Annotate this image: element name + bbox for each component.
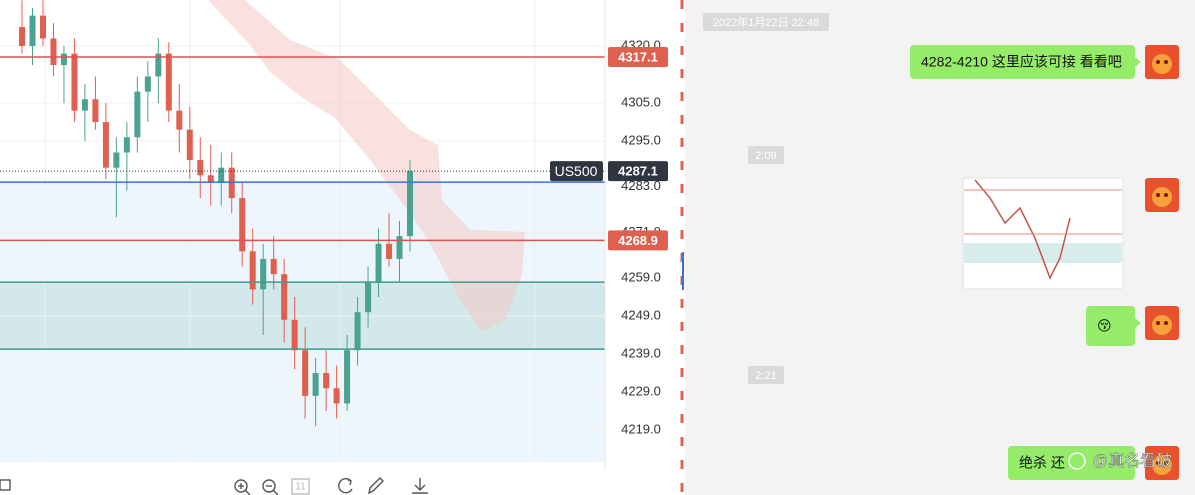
candle-body bbox=[165, 53, 172, 111]
price-label-box bbox=[608, 161, 668, 182]
refresh[interactable] bbox=[338, 478, 353, 494]
watermark-logo bbox=[1068, 452, 1086, 470]
zoom-level: 11 bbox=[295, 482, 306, 493]
candle-body bbox=[155, 53, 162, 77]
y-tick-label: 4259.0 bbox=[621, 269, 661, 284]
timestamp: 2:21 bbox=[755, 370, 776, 382]
candle-body bbox=[333, 388, 340, 404]
candle-body bbox=[270, 258, 277, 275]
chat: 2022年1月22日 22:48 4282-4210 这里应该可接 看看吧 2:09… bbox=[703, 13, 1179, 480]
message-bubble[interactable] bbox=[1086, 306, 1135, 346]
candle-body bbox=[344, 350, 351, 404]
y-tick-label: 4219.0 bbox=[621, 421, 661, 436]
message-text: 绝杀 还 bbox=[1019, 455, 1065, 471]
avatar-face bbox=[1152, 187, 1172, 207]
download[interactable] bbox=[412, 478, 428, 494]
avatar-eye bbox=[1156, 60, 1160, 64]
candle-body bbox=[302, 350, 309, 396]
candle-body bbox=[92, 99, 99, 123]
candle-body bbox=[81, 99, 88, 111]
candle-body bbox=[144, 76, 151, 92]
candle-body bbox=[312, 373, 319, 396]
bubble-tail bbox=[1135, 57, 1141, 67]
price-label: 4287.1 bbox=[618, 164, 658, 179]
candle-body bbox=[354, 312, 361, 351]
timestamp: 2:09 bbox=[755, 150, 776, 162]
candle-body bbox=[39, 15, 46, 39]
message-text: 😚 bbox=[1097, 318, 1112, 334]
symbol-label: US500 bbox=[555, 163, 598, 179]
candle-body bbox=[50, 38, 57, 66]
timestamp-pill bbox=[748, 146, 784, 164]
candle-body bbox=[365, 281, 372, 313]
bubble-tail bbox=[1135, 318, 1141, 328]
image-chart bbox=[974, 179, 1071, 280]
price-label: 4317.1 bbox=[618, 49, 658, 64]
candle-body bbox=[375, 243, 382, 282]
zoom-reset[interactable] bbox=[291, 478, 310, 495]
candle-body bbox=[176, 110, 183, 130]
candle-body bbox=[207, 175, 214, 183]
price-label-box bbox=[608, 47, 668, 68]
toolbar bbox=[0, 477, 428, 495]
timestamp-pill bbox=[748, 366, 784, 384]
zoom-in[interactable] bbox=[234, 479, 248, 493]
zoom-out[interactable] bbox=[262, 479, 276, 493]
avatar-face bbox=[1152, 315, 1172, 335]
bubble-tail bbox=[1135, 458, 1141, 468]
y-tick-label: 4229.0 bbox=[621, 383, 661, 398]
symbol-box bbox=[550, 161, 603, 182]
avatar-eye bbox=[1156, 193, 1160, 197]
candle-body bbox=[218, 167, 225, 183]
candle-body bbox=[29, 15, 36, 47]
timestamp-pill bbox=[703, 13, 829, 31]
avatar-face bbox=[1152, 54, 1172, 74]
candle-body bbox=[281, 274, 288, 320]
y-tick-label: 4239.0 bbox=[621, 345, 661, 360]
y-tick-label: 4283.0 bbox=[621, 178, 661, 193]
candle-body bbox=[228, 167, 235, 199]
avatar-face bbox=[1152, 455, 1172, 475]
message-bubble[interactable] bbox=[1008, 446, 1135, 480]
price-label: 4268.9 bbox=[618, 233, 658, 248]
candle-body bbox=[386, 243, 393, 259]
image-zone bbox=[964, 243, 1122, 263]
draw[interactable] bbox=[368, 477, 384, 495]
candle-body bbox=[323, 373, 330, 389]
candle-body bbox=[60, 53, 67, 66]
avatar-eye bbox=[1164, 321, 1168, 325]
y-tick-label: 4249.0 bbox=[621, 307, 661, 322]
candle-body bbox=[249, 251, 256, 290]
message-text: 4282-4210 这里应该可接 看看吧 bbox=[921, 54, 1122, 70]
avatar-eye bbox=[1156, 321, 1160, 325]
candle-body bbox=[134, 91, 141, 138]
cloud bbox=[208, 0, 525, 332]
candle-body bbox=[260, 258, 267, 290]
candle-body bbox=[113, 152, 120, 168]
avatar-eye bbox=[1156, 461, 1160, 465]
candle-body bbox=[407, 171, 413, 237]
chart-plot: 4320.04305.04295.04283.04271.04259.04249… bbox=[0, 0, 668, 470]
timestamp: 2022年1月22日 22:48 bbox=[713, 15, 819, 29]
candle-body bbox=[197, 160, 204, 176]
candle-body bbox=[71, 53, 78, 111]
toolbar-icon[interactable] bbox=[0, 479, 11, 491]
y-tick-label: 4295.0 bbox=[621, 133, 661, 148]
candle-body bbox=[19, 26, 25, 47]
avatar-eye bbox=[1164, 60, 1168, 64]
candle-body bbox=[102, 122, 109, 168]
candle-body bbox=[291, 319, 298, 351]
price-label-box bbox=[608, 230, 668, 251]
message-bubble[interactable] bbox=[910, 45, 1135, 79]
watermark: @真名看破 bbox=[1092, 452, 1172, 470]
avatar-eye bbox=[1164, 461, 1168, 465]
y-tick-label: 4305.0 bbox=[621, 94, 661, 109]
avatar-eye bbox=[1164, 193, 1168, 197]
candle-body bbox=[123, 137, 130, 153]
candle-body bbox=[396, 236, 403, 259]
candle-body bbox=[186, 129, 193, 161]
candle-body bbox=[239, 198, 246, 252]
